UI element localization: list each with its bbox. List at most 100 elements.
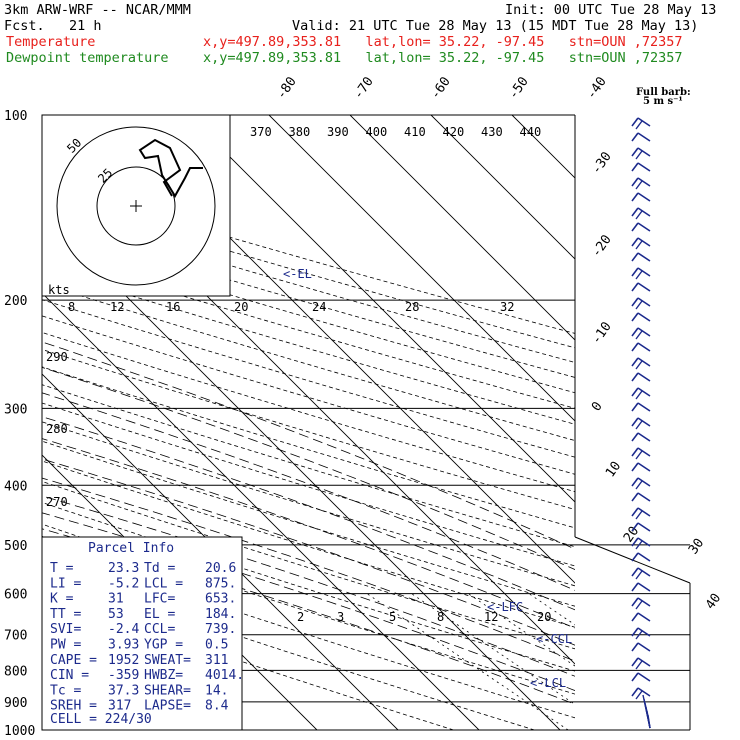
parcel-info-d: 184.: [205, 607, 236, 622]
wind-barb: [637, 192, 651, 202]
wind-barb-flag: [631, 237, 639, 247]
wind-barb: [637, 657, 651, 667]
wind-barb-flag: [635, 450, 643, 460]
barb-legend-title: Full barb:: [636, 87, 691, 98]
wind-barb-flag: [631, 267, 639, 277]
parcel-info-d: 14.: [205, 683, 228, 698]
wind-barb-flag: [635, 510, 643, 520]
parcel-info-a: T =: [50, 561, 74, 576]
parcel-info-box: Parcel Info T = 23.3 Td = 20.6 LI = -5.2 LCL =…: [41, 536, 244, 731]
wind-barb: [637, 447, 651, 457]
theta-e-label: 24: [312, 300, 326, 314]
pressure-tick-label: 300: [4, 402, 27, 417]
level-markers: <-EL <-LFC <-CCL <-LCL: [283, 267, 572, 690]
theta-label: 430: [481, 125, 503, 139]
wind-barb-flag: [631, 117, 639, 127]
mixing-ratio-line: [467, 593, 575, 667]
parcel-info-d: 0.5: [205, 638, 228, 653]
wind-barb: [637, 162, 651, 172]
pressure-tick-label: 700: [4, 629, 27, 644]
moist-adiabat: [42, 416, 575, 611]
wind-barb-flag: [631, 387, 639, 397]
hodograph-ring-25: [96, 166, 176, 246]
isotherm-label: -70: [351, 74, 377, 102]
wind-barb: [637, 237, 651, 247]
wind-barb: [637, 597, 651, 607]
hodograph-ring-50: [56, 126, 216, 286]
parcel-info-b: 1952: [108, 653, 139, 668]
theta-e-label: 32: [500, 300, 514, 314]
pressure-tick-label: 100: [4, 109, 27, 124]
surface-barb: [647, 714, 651, 729]
parcel-info-d: 653.: [205, 592, 236, 607]
pressure-tick-label: 600: [4, 588, 27, 603]
wind-barb-flag: [631, 372, 639, 382]
theta-label: 420: [443, 125, 465, 139]
model-title: 3km ARW-WRF -- NCAR/MMM: [4, 2, 191, 18]
wind-barb-flag: [635, 300, 643, 310]
wind-barb: [637, 417, 651, 427]
wind-barb-flag: [635, 480, 643, 490]
wind-barb-flag: [631, 522, 639, 532]
parcel-info-c: EL =: [144, 607, 175, 622]
wind-barb: [637, 462, 651, 472]
wind-barb-flag: [635, 390, 643, 400]
hodograph: 25 50 kts: [41, 114, 231, 297]
pressure-tick-label: 800: [4, 664, 27, 679]
wind-barb-flag: [631, 507, 639, 517]
parcel-info-c: HWBZ=: [144, 668, 183, 683]
wind-barb: [637, 327, 651, 337]
mixing-ratio-line: [366, 593, 569, 730]
wind-barb: [637, 507, 651, 517]
wind-barb-flag: [635, 360, 643, 370]
wind-barb-flag: [631, 642, 639, 652]
valid-time: Valid: 21 UTC Tue 28 May 13 (15 MDT Tue …: [292, 18, 699, 34]
moist-adiabat: [42, 366, 575, 571]
parcel-info-b: 37.3: [108, 683, 139, 698]
wind-barb: [637, 117, 651, 127]
parcel-info-b: -5.2: [108, 576, 139, 591]
mixing-ratio-label: 20: [537, 610, 551, 624]
dry-adiabat: [42, 299, 575, 458]
moist-adiabat: [42, 392, 575, 591]
wind-barb: [637, 627, 651, 637]
wind-barb-flag: [631, 402, 639, 412]
wind-barb: [637, 522, 651, 532]
wind-barb: [637, 177, 651, 187]
wind-barb-flag: [631, 192, 639, 202]
moist-adiabat: [42, 341, 575, 550]
parcel-info-b: 3.93: [108, 638, 139, 653]
pressure-tick-label: 900: [4, 696, 27, 711]
theta-e-label: 28: [405, 300, 419, 314]
parcel-info-b: 53: [108, 607, 124, 622]
wind-barb: [637, 567, 651, 577]
pressure-tick-label: 200: [4, 294, 27, 309]
isotherm-label: -50: [506, 74, 532, 102]
mixing-ratio-label: 5: [389, 610, 396, 624]
theta-label: 370: [250, 125, 272, 139]
theta-label: 410: [404, 125, 426, 139]
isotherm-line: [42, 292, 480, 730]
isotherm-label: 20: [621, 524, 642, 545]
barb-legend: Full barb: 5 m s⁻¹: [636, 87, 691, 107]
isotherm-line: [268, 115, 575, 422]
theta-e-label: 12: [110, 300, 124, 314]
isotherm-label: -30: [589, 149, 615, 177]
wind-barb: [637, 402, 651, 412]
wind-barb: [637, 642, 651, 652]
wind-barb-flag: [635, 630, 643, 640]
mixing-ratio-line: [577, 594, 740, 730]
wind-barb: [637, 357, 651, 367]
mixing-ratio-label: 2: [297, 610, 304, 624]
isotherm-line: [42, 373, 399, 730]
isotherm-label: -10: [589, 319, 615, 347]
parcel-info-c: LAPSE=: [144, 699, 191, 714]
wind-barb-flag: [631, 657, 639, 667]
wind-barb-flag: [631, 147, 639, 157]
parcel-info-a: Tc =: [50, 683, 81, 698]
wind-barb-flag: [631, 162, 639, 172]
parcel-info-a: SVI=: [50, 622, 81, 637]
isotherm-label: 10: [603, 459, 624, 480]
wind-barb: [637, 492, 651, 502]
